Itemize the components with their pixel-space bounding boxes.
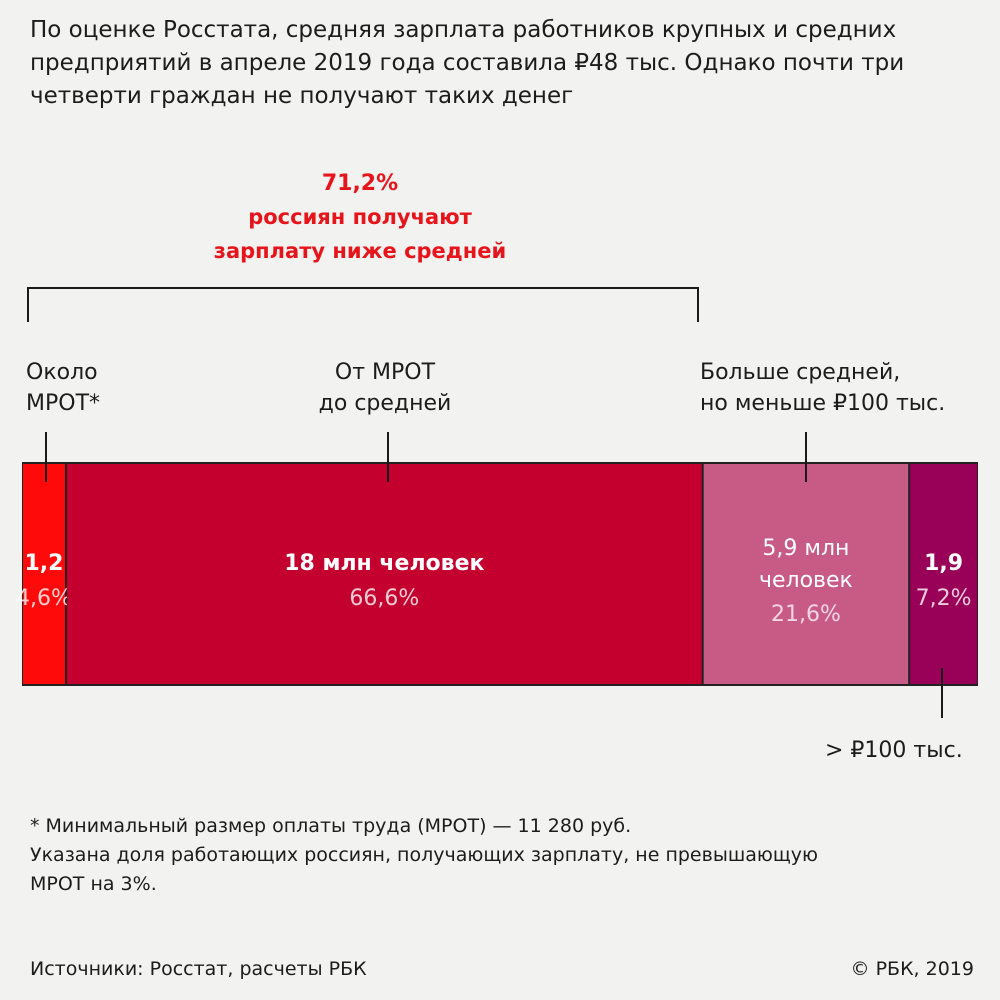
percent-label-0: 4,6% bbox=[16, 586, 72, 611]
count-label-2-line-2: человек bbox=[759, 568, 853, 593]
percent-label-3: 7,2% bbox=[916, 586, 972, 611]
count-label-2-line-1: 5,9 млн bbox=[762, 536, 849, 561]
header-text: По оценке Росстата, средняя зарплата раб… bbox=[30, 17, 905, 109]
category-label-mid-line-1: От МРОТ bbox=[334, 360, 436, 385]
category-label-mrot-line-2: МРОТ* bbox=[26, 391, 101, 416]
percent-label-1: 66,6% bbox=[349, 586, 419, 611]
percent-label-2: 21,6% bbox=[771, 602, 841, 627]
category-label-above-line-1: Больше средней, bbox=[700, 360, 901, 385]
highlight-line-2: зарплату ниже средней bbox=[213, 239, 507, 263]
category-label-mrot-to-average: От МРОТ до средней bbox=[290, 357, 480, 419]
category-label-mrot-line-1: Около bbox=[26, 360, 98, 385]
highlight-annotation: 71,2% россиян получают зарплату ниже сре… bbox=[180, 168, 540, 268]
sources: Источники: Росстат, расчеты РБК bbox=[30, 958, 367, 980]
copyright: © РБК, 2019 bbox=[850, 958, 974, 980]
bracket-line bbox=[27, 287, 699, 322]
category-label-above-line-2: но меньше ₽100 тыс. bbox=[700, 391, 946, 416]
category-label-over-100k: > ₽100 тыс. bbox=[825, 738, 963, 763]
category-label-above-average: Больше средней, но меньше ₽100 тыс. bbox=[700, 357, 945, 419]
highlight-line-1: россиян получают bbox=[248, 205, 472, 229]
count-label-3: 1,9 bbox=[924, 551, 963, 576]
bar-segment-2 bbox=[703, 464, 909, 684]
category-label-mrot: Около МРОТ* bbox=[26, 357, 100, 419]
footnote-line-1: * Минимальный размер оплаты труда (МРОТ)… bbox=[30, 815, 632, 837]
footnote-line-2: Указана доля работающих россиян, получаю… bbox=[30, 844, 818, 866]
footnote: * Минимальный размер оплаты труда (МРОТ)… bbox=[30, 812, 980, 899]
bar-segment-3 bbox=[910, 464, 977, 684]
bar-segment-0 bbox=[23, 464, 65, 684]
bar-segment-1 bbox=[66, 464, 702, 684]
count-label-1: 18 млн человек bbox=[284, 551, 484, 576]
category-label-mid-line-2: до средней bbox=[318, 391, 452, 416]
count-label-0: 1,2 bbox=[24, 551, 63, 576]
footnote-line-3: МРОТ на 3%. bbox=[30, 873, 157, 895]
highlight-percent: 71,2% bbox=[321, 171, 399, 196]
